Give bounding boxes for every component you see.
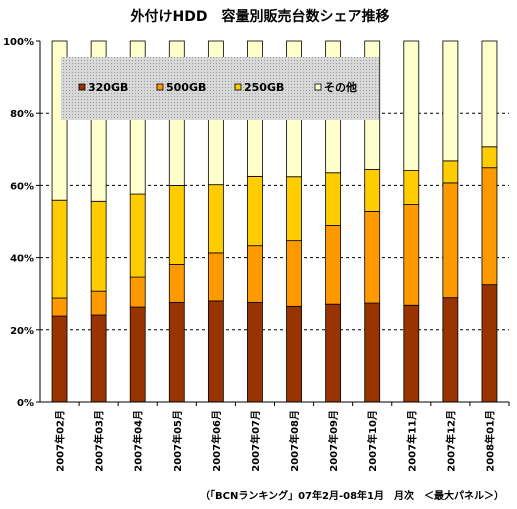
legend-label: 320GB	[88, 81, 128, 94]
x-tick-label: 2007年09月	[327, 410, 340, 472]
bar-segment	[247, 301, 263, 403]
y-tick-label: 60%	[10, 181, 34, 192]
bar-segment	[168, 264, 185, 303]
source-note: （「BCNランキング」07年2月-08年1月 月次 ＜最大パネル＞）	[200, 489, 504, 502]
bar-segment	[403, 170, 420, 205]
bar-segment	[325, 225, 342, 305]
bar-segment	[247, 245, 263, 303]
bar-segment	[286, 176, 302, 242]
y-tick-label: 20%	[10, 326, 34, 337]
x-tick-label: 2007年02月	[54, 410, 67, 472]
x-tick-label: 2007年08月	[288, 410, 301, 472]
bar-segment	[286, 305, 302, 403]
bar-segment	[90, 290, 107, 316]
bar-segment	[207, 252, 224, 302]
x-tick-label: 2007年11月	[405, 410, 418, 472]
legend-label: 250GB	[244, 81, 284, 94]
bar-segment	[481, 40, 498, 148]
bar-segment	[51, 315, 68, 403]
bar-segment	[90, 314, 107, 403]
bar-segment	[247, 175, 263, 247]
bar-segment	[403, 304, 420, 403]
bar-segment	[325, 303, 342, 403]
y-tick-label: 40%	[10, 254, 34, 265]
bar-segment	[129, 306, 146, 403]
y-tick-label: 0%	[17, 398, 34, 409]
bar-segment	[481, 284, 498, 403]
bar-segment	[403, 40, 420, 171]
chart-title: 外付けHDD 容量別販売台数シェア推移	[131, 8, 390, 25]
legend-swatch	[314, 83, 322, 91]
legend-swatch	[78, 83, 86, 91]
bar-segment	[364, 169, 381, 212]
bar-segment	[129, 193, 146, 278]
bar-segment	[51, 199, 68, 299]
bar-segment	[51, 297, 68, 317]
bar-segment	[90, 200, 107, 292]
bar-segment	[168, 184, 185, 265]
x-tick-label: 2007年04月	[132, 410, 145, 472]
x-tick-label: 2007年07月	[249, 410, 262, 472]
x-tick-label: 2007年12月	[444, 410, 457, 472]
bar-segment	[442, 182, 459, 299]
legend-swatch	[156, 83, 164, 91]
bar-segment	[286, 240, 302, 307]
bar-segment	[442, 40, 459, 162]
legend-background	[61, 57, 379, 120]
bar-segment	[364, 302, 381, 403]
legend-label: 500GB	[166, 81, 206, 94]
bar-segment	[129, 276, 146, 308]
bar-segment	[403, 204, 420, 306]
bar-segment	[481, 146, 498, 169]
x-tick-label: 2008年01月	[483, 410, 496, 472]
legend-label: その他	[324, 80, 357, 94]
bar-segment	[481, 167, 498, 286]
bar-segment	[364, 210, 381, 304]
x-tick-label: 2007年05月	[171, 410, 184, 472]
x-tick-label: 2007年03月	[93, 410, 106, 472]
bar-segment	[168, 301, 185, 403]
bar-segment	[207, 300, 224, 403]
bar-segment	[442, 160, 459, 184]
x-tick-label: 2007年06月	[210, 410, 223, 472]
y-tick-label: 80%	[10, 109, 34, 120]
bar-segment	[325, 172, 342, 226]
x-tick-label: 2007年10月	[366, 410, 379, 472]
bar-segment	[207, 184, 224, 254]
bar-segment	[442, 297, 459, 403]
y-tick-label: 100%	[3, 37, 34, 48]
legend-swatch	[234, 83, 242, 91]
legend: 320GB 500GB 250GB その他	[61, 57, 379, 120]
